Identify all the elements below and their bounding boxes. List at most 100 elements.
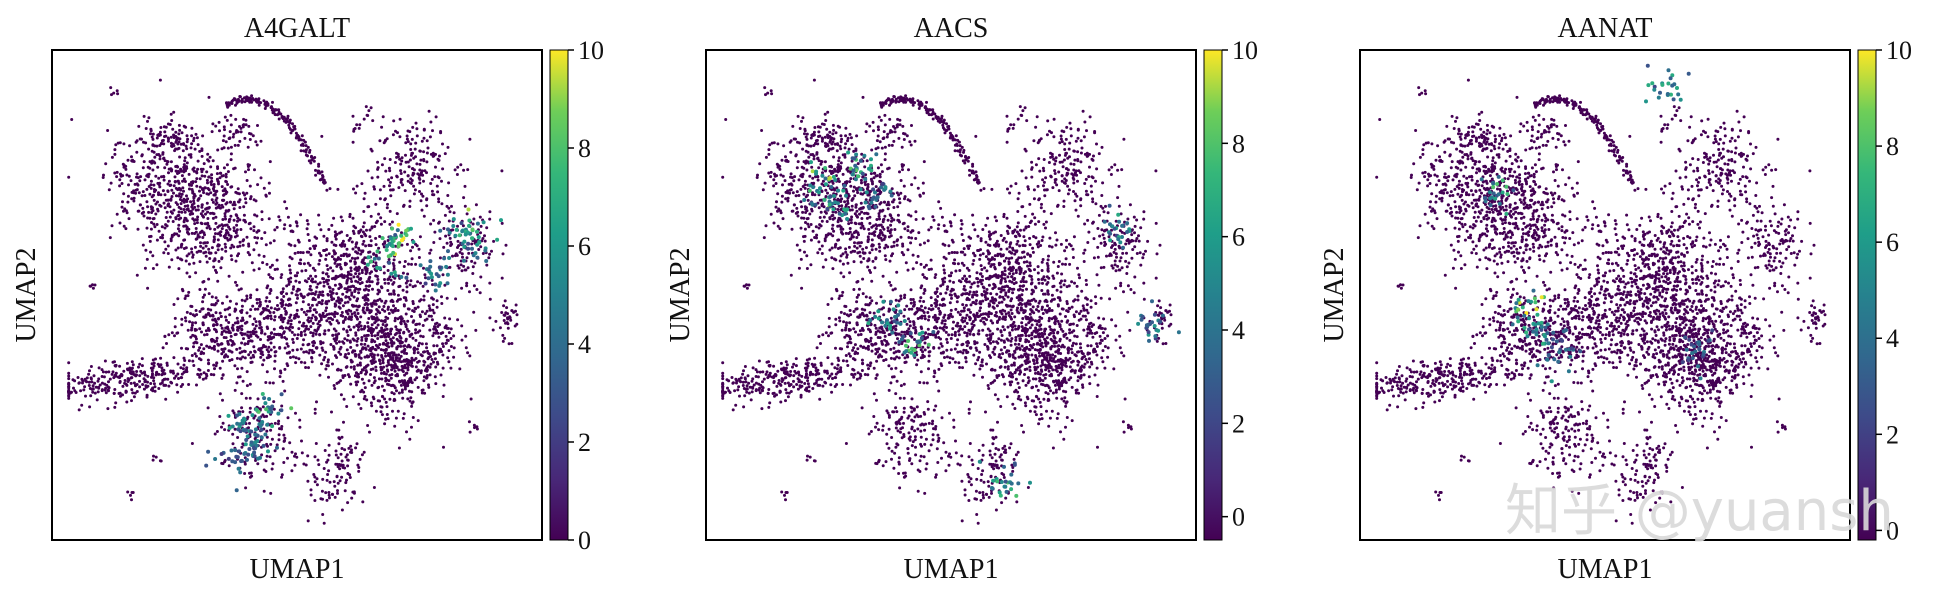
cell-point: [818, 247, 822, 251]
cell-point: [236, 216, 240, 220]
cell-point: [312, 308, 316, 312]
cell-point: [877, 214, 881, 218]
cell-point: [392, 266, 396, 270]
cell-point: [84, 394, 87, 398]
cell-point: [433, 357, 437, 361]
cell-point: [803, 183, 807, 187]
cell-point: [185, 366, 189, 370]
cell-point: [199, 343, 203, 347]
cell-point: [219, 206, 222, 210]
cell-point: [130, 498, 133, 502]
cell-point: [206, 222, 210, 226]
cell-point: [879, 201, 883, 205]
scatter-points: [721, 78, 1181, 525]
cell-point: [872, 171, 876, 175]
cell-point: [311, 313, 315, 317]
cell-point: [160, 381, 164, 385]
cell-point: [862, 227, 866, 231]
cell-point: [322, 277, 326, 281]
cell-point: [255, 143, 259, 147]
cell-point: [329, 343, 333, 346]
cell-point: [369, 239, 373, 243]
cell-point: [360, 182, 364, 186]
cell-point: [440, 179, 443, 183]
cell-point: [327, 375, 330, 379]
cell-point: [222, 134, 226, 138]
cell-point: [263, 332, 267, 336]
cell-point: [297, 357, 301, 361]
expressing-cell-point: [429, 275, 434, 280]
cell-point: [391, 336, 395, 340]
cell-point: [215, 172, 219, 176]
cell-point: [440, 350, 444, 353]
cell-point: [317, 262, 321, 266]
cell-point: [336, 489, 339, 493]
cell-point: [147, 147, 151, 151]
cell-point: [303, 361, 307, 365]
cell-point: [394, 325, 398, 329]
cell-point: [178, 192, 182, 196]
cell-point: [389, 332, 393, 336]
cell-point: [363, 334, 367, 338]
cell-point: [283, 336, 287, 339]
cell-point: [359, 370, 363, 374]
cell-point: [350, 496, 354, 500]
cell-point: [202, 162, 206, 166]
cell-point: [140, 364, 144, 368]
cell-point: [215, 339, 218, 343]
cell-point: [126, 200, 130, 204]
cell-point: [241, 379, 245, 383]
expressing-cell-point: [467, 218, 472, 223]
cell-point: [157, 183, 161, 186]
cell-point: [166, 219, 170, 223]
cell-point: [221, 139, 225, 143]
cell-point: [460, 269, 464, 273]
cell-point: [170, 331, 174, 335]
cell-point: [377, 289, 381, 293]
cell-point: [286, 364, 290, 368]
cell-point: [425, 197, 429, 201]
cell-point: [296, 251, 300, 254]
cell-point: [798, 127, 802, 130]
cell-point: [324, 253, 328, 257]
cell-point: [362, 210, 366, 213]
cell-point: [97, 366, 101, 370]
cell-point: [322, 332, 326, 336]
cell-point: [762, 236, 766, 240]
cell-point: [310, 316, 314, 320]
cell-point: [195, 136, 199, 140]
cell-point: [430, 189, 434, 193]
cell-point: [404, 153, 407, 157]
cell-point: [227, 225, 231, 229]
cell-point: [324, 491, 328, 495]
cell-point: [420, 139, 424, 143]
cell-point: [399, 172, 403, 175]
cell-point: [359, 349, 363, 353]
cell-point: [401, 288, 405, 292]
cell-point: [138, 379, 141, 383]
cell-point: [107, 380, 110, 384]
cell-point: [150, 362, 154, 366]
cell-point: [238, 139, 242, 143]
cell-point: [515, 313, 519, 317]
cell-point: [307, 292, 311, 296]
cell-point: [190, 305, 194, 308]
cell-point: [177, 205, 181, 209]
cell-point: [265, 262, 269, 266]
cell-point: [359, 277, 363, 280]
cell-point: [289, 276, 293, 280]
expressing-cell-point: [426, 276, 431, 281]
cell-point: [194, 309, 198, 312]
cell-point: [216, 179, 220, 183]
cell-point: [200, 170, 204, 174]
cell-point: [465, 281, 469, 285]
cell-point: [233, 427, 237, 431]
cell-point: [374, 369, 378, 372]
expressing-cell-point: [434, 272, 439, 277]
cell-point: [348, 339, 352, 343]
cell-point: [403, 347, 407, 351]
cell-point: [132, 199, 136, 203]
cell-point: [264, 470, 268, 473]
cell-point: [228, 130, 232, 134]
cell-point: [325, 478, 329, 482]
